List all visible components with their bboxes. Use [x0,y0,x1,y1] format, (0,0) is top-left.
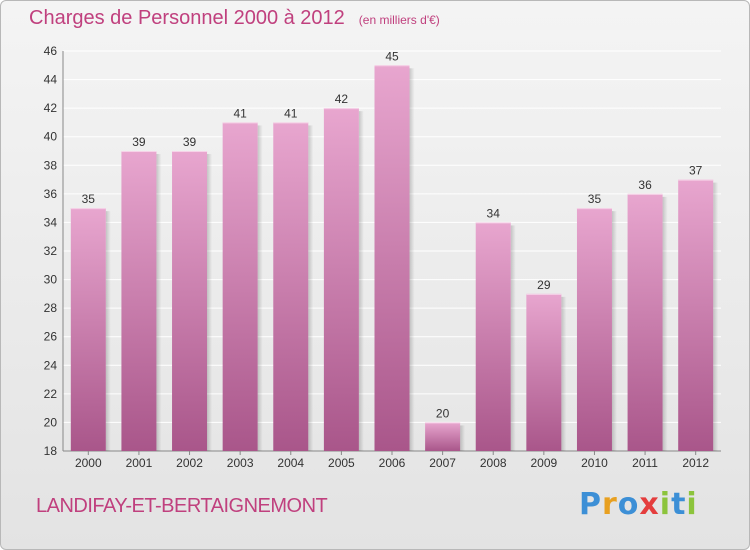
data-label: 41 [284,106,298,120]
bar-shadow [207,154,213,451]
bar-2004 [273,122,309,451]
data-label: 39 [183,135,197,149]
y-tick-label: 18 [44,444,58,458]
x-tick-label: 2002 [176,456,203,470]
bar-2003 [222,122,258,451]
y-tick-label: 20 [44,415,58,429]
x-tick-label: 2011 [632,456,658,470]
data-label: 37 [689,164,703,178]
x-tick-label: 2005 [328,456,355,470]
data-label: 35 [588,192,602,206]
bar-2001 [121,151,157,451]
x-tick-label: 2007 [429,456,456,470]
y-tick-label: 40 [44,130,58,144]
logo-letter: i [659,487,672,522]
bar-shadow [561,296,567,451]
data-label: 45 [385,49,399,63]
bar-shadow [713,182,719,452]
y-tick-label: 44 [44,73,58,87]
bar-shadow [257,125,263,451]
x-tick-label: 2001 [126,456,153,470]
logo-letter: o [617,487,640,522]
data-label: 39 [132,135,146,149]
bar-shadow [662,196,668,451]
logo-letter: r [602,487,618,522]
bar-2008 [475,222,511,451]
x-tick-label: 2000 [75,456,102,470]
x-tick-label: 2008 [480,456,507,470]
x-tick-label: 2012 [682,456,709,470]
y-tick-label: 38 [44,158,58,172]
bar-shadow [358,111,364,452]
logo-letter: P [579,487,602,522]
y-tick-label: 32 [44,244,58,258]
bar-2010 [576,208,612,451]
y-tick-label: 36 [44,187,58,201]
logo-letter: i [686,487,698,522]
chart-title: Charges de Personnel 2000 à 2012 (en mill… [29,7,440,30]
unit-note: (en milliers d'€) [358,13,440,27]
x-tick-label: 2004 [277,456,304,470]
title-text: Charges de Personnel 2000 à 2012 [29,7,345,29]
y-tick-label: 46 [44,44,58,58]
logo-letter: x [639,487,660,522]
bar-2007 [425,422,461,451]
proxiti-logo: Proxiti [579,487,698,522]
bar-2005 [323,108,359,452]
y-tick-label: 30 [44,273,58,287]
bar-shadow [611,211,617,451]
x-tick-label: 2010 [581,456,608,470]
y-tick-label: 28 [44,301,58,315]
bar-shadow [460,425,466,451]
bar-2012 [678,179,714,452]
bar-2006 [374,65,410,452]
bar-shadow [105,211,111,451]
bar-chart: 18 20 22 24 26 28 30 32 34 36 38 40 42 44 46 35 2000 39 20… [44,44,721,470]
logo-letter: t [671,487,687,522]
data-label: 41 [233,106,247,120]
bar-shadow [510,225,516,451]
x-tick-label: 2009 [530,456,557,470]
bar-shadow [409,68,415,452]
x-tick-label: 2006 [379,456,406,470]
y-tick-label: 26 [44,330,58,344]
data-label: 34 [487,206,501,220]
data-label: 29 [537,278,551,292]
x-tick-label: 2003 [227,456,254,470]
bar-2000 [70,208,106,451]
data-label: 42 [335,92,349,106]
data-label: 36 [638,178,652,192]
commune-name: LANDIFAY-ET-BERTAIGNEMONT [36,495,328,517]
y-tick-label: 22 [44,387,58,401]
bar-2009 [526,293,562,451]
data-label: 35 [82,192,96,206]
bar-shadow [156,154,162,451]
y-tick-label: 42 [44,101,58,115]
bar-2002 [172,151,208,451]
y-tick-label: 34 [44,215,58,229]
data-label: 20 [436,406,450,420]
bar-2011 [627,193,663,451]
bar-shadow [308,125,314,451]
y-tick-label: 24 [44,358,58,372]
